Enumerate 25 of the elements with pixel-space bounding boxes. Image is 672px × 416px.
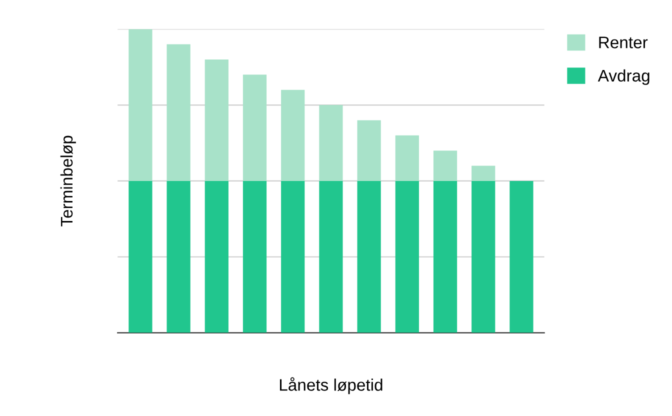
bar — [166, 44, 190, 181]
bar — [204, 59, 228, 181]
bar — [128, 180, 152, 333]
bar — [204, 180, 228, 333]
legend-label: Avdrag — [598, 69, 650, 85]
bar — [395, 180, 419, 333]
bar — [166, 180, 190, 333]
bar — [281, 90, 305, 181]
y-axis-title: Terminbeløp — [60, 136, 76, 226]
bar — [319, 105, 343, 181]
bar — [242, 180, 267, 333]
bar — [433, 150, 458, 181]
bar — [128, 29, 152, 181]
bar — [472, 180, 496, 333]
bar — [281, 180, 305, 333]
legend-label: Renter — [599, 36, 648, 48]
bar — [472, 166, 496, 181]
bar — [357, 180, 381, 333]
bar — [357, 120, 381, 181]
bar — [242, 74, 267, 181]
bar — [395, 135, 419, 181]
bar — [319, 180, 343, 333]
bar — [510, 180, 534, 333]
bar — [433, 180, 458, 333]
x-axis-title: Lånets løpetid — [280, 377, 382, 394]
